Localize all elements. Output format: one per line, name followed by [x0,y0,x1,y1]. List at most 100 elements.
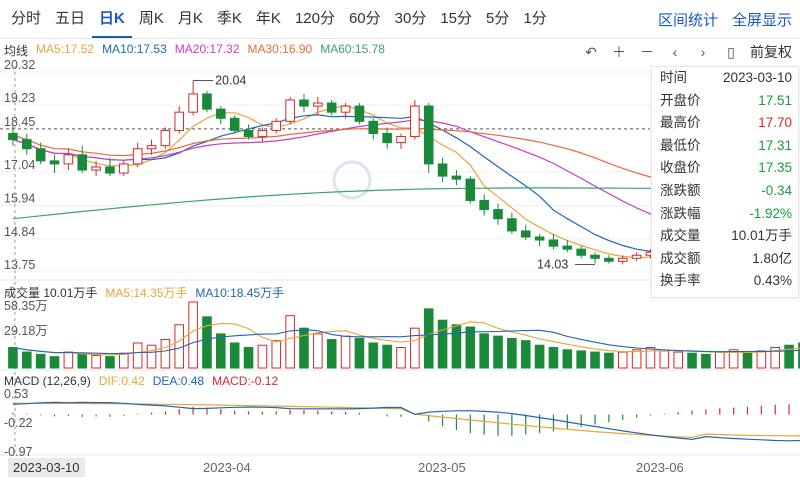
volume-bar [645,347,656,369]
price-tick-label: 15.94 [4,191,35,205]
tab-period[interactable]: 60分 [348,10,381,27]
minus-icon[interactable]: － [640,44,654,60]
volume-bar [798,342,800,369]
tab-period[interactable]: 120分 [294,10,335,27]
candle-body [188,93,198,113]
volume-bar [354,337,365,369]
volume-bar [728,349,739,369]
volume-bar [91,354,101,369]
candle-body [437,163,448,177]
tab-period[interactable]: 1分 [523,10,547,27]
tab-period[interactable]: 周K [138,10,164,27]
candle-body [520,230,531,238]
info-key: 成交额 [660,250,701,266]
info-row: 成交额 1.80亿 [652,248,798,271]
volume-bar [299,327,309,369]
legend-item: MA10:18.45万手 [195,286,285,300]
candle-body [465,178,476,201]
volume-bar [451,324,462,369]
candle-body [63,154,74,165]
undo-icon[interactable]: ↶ [585,43,597,60]
info-row: 成交量 10.01万手 [652,225,798,248]
info-row: 涨跌额 -0.34 [652,180,798,203]
volume-bar [132,342,143,369]
plus-icon[interactable]: ＋ [612,44,626,60]
arrow-left-icon[interactable]: ‹ [672,44,678,60]
info-key: 最低价 [660,137,701,153]
info-value: -0.34 [761,182,792,198]
volume-bar [285,315,295,369]
tab-period[interactable]: 分时 [11,10,42,27]
volume-bar [534,344,545,369]
volume-bar [756,350,767,369]
candle-body [174,111,185,131]
candle-body [507,218,517,232]
volume-bar [8,347,18,369]
volume-tick-label: 29.18万 [4,324,48,338]
candle-body [396,136,406,144]
candle-body [105,166,115,174]
volume-tick-label: 58.35万 [4,299,48,313]
candle-body [21,139,32,150]
x-tick-label: 2023-04 [203,460,251,475]
volume-bar [216,333,226,369]
volume-bar [326,339,337,369]
ma-legend-label: 均线 [4,44,29,58]
tab-period[interactable]: 5分 [486,10,510,27]
volume-bar [160,339,171,369]
info-key: 开盘价 [660,92,701,108]
candle-body [617,257,628,262]
info-value: 0.43% [753,273,792,289]
top-actions: 区间统计 全屏显示 [644,0,792,38]
tab-period[interactable]: 日K [92,0,132,38]
tab-period[interactable]: 季K [216,10,242,27]
volume-bar [673,351,683,369]
tab-period[interactable]: 30分 [394,10,427,27]
adjust-mode-button[interactable]: 前复权 [750,44,792,60]
volume-bar [714,351,725,369]
range-stats-button[interactable]: 区间统计 [657,11,718,29]
volume-bar [507,337,517,369]
volume-bar [604,352,614,369]
legend-item: DIF:0.42 [98,374,145,388]
arrow-right-icon[interactable]: › [700,44,706,60]
volume-ma-line [12,329,800,355]
candle-body [77,154,88,171]
volume-bar [742,352,753,369]
info-row: 收盘价 17.35 [652,157,798,180]
ma-legend-item: MA60:15.78 [320,42,385,56]
tab-period[interactable]: 年K [255,10,281,27]
tab-period[interactable]: 月K [177,10,203,27]
volume-legend: 成交量 10.01万手 MA5:14.35万手 MA10:18.45万手 [4,284,284,301]
low-annotation: 14.03 [537,257,568,271]
period-toolbar: 分时 五日 日K 周K 月K 季K 年K 120分 60分 30分 15分 5分 1分 区间统计 全屏显… [0,0,800,39]
volume-bar [188,301,198,369]
volume-bar [631,349,642,369]
candle-icon[interactable]: ▯ [727,43,735,60]
info-value: 17.31 [758,137,792,153]
volume-bar [146,344,157,369]
volume-bar [368,342,379,369]
candle-body [91,166,101,171]
period-tabs: 分时 五日 日K 周K 月K 季K 年K 120分 60分 30分 15分 5分 1分 [0,0,554,38]
volume-bar [313,333,323,369]
tab-period[interactable]: 五日 [55,10,86,27]
volume-bar [340,335,351,369]
tab-period[interactable]: 15分 [440,10,473,27]
volume-bar [105,356,115,369]
candle-body [313,102,323,107]
volume-bar [63,351,74,369]
fullscreen-button[interactable]: 全屏显示 [731,11,792,29]
candle-body [604,257,614,262]
volume-bar [770,347,781,369]
price-tick-label: 14.84 [4,225,35,239]
candle-body [229,117,240,131]
ma-legend-item: MA30:16.90 [247,42,313,56]
volume-bar [701,353,711,369]
info-row: 时间 2023-03-10 [652,67,798,90]
volume-bar [49,356,60,369]
volume-bar [229,342,240,369]
candle-body [271,120,282,131]
candle-body [479,199,489,211]
